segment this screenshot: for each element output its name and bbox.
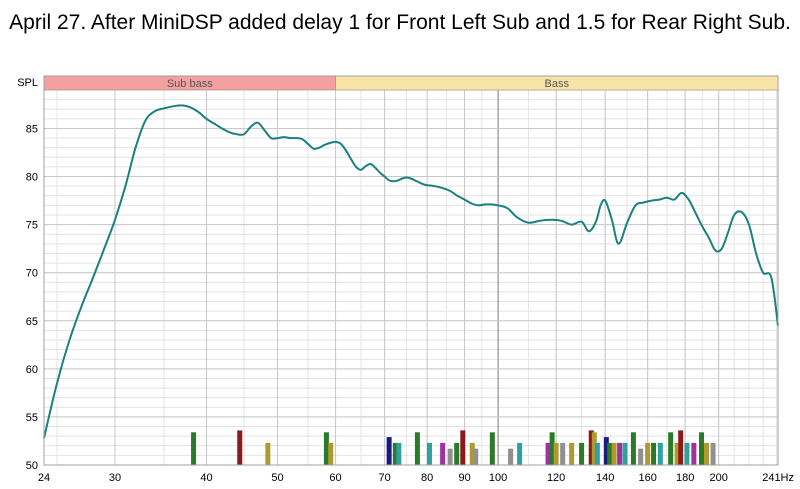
marker-bar	[386, 437, 392, 465]
marker-bars	[191, 430, 716, 465]
marker-bar	[454, 442, 460, 465]
series-line	[43, 104, 779, 439]
marker-bar	[440, 442, 446, 465]
marker-bar	[645, 442, 651, 465]
marker-bar	[591, 432, 597, 465]
y-tick-label: 65	[26, 316, 38, 328]
y-tick-label: 55	[26, 412, 38, 424]
x-tick-label: 50	[271, 472, 283, 484]
x-tick-label: 90	[458, 472, 470, 484]
marker-bar	[560, 442, 566, 465]
marker-bar	[426, 442, 432, 465]
marker-bar	[553, 442, 559, 465]
marker-bar	[323, 432, 329, 465]
y-tick-label: 75	[26, 220, 38, 232]
band-label: Sub bass	[167, 78, 213, 90]
marker-bar	[237, 430, 243, 465]
x-tick-label: 180	[676, 472, 694, 484]
marker-bar	[414, 432, 420, 465]
marker-bar	[691, 442, 697, 465]
frequency-bands: Sub bass Bass	[43, 75, 779, 91]
marker-bar	[704, 442, 710, 465]
marker-bar	[508, 448, 514, 465]
marker-bar	[674, 442, 680, 465]
marker-bar	[469, 442, 475, 465]
x-tick-label: 241Hz	[762, 472, 794, 484]
x-tick-label: 80	[421, 472, 433, 484]
x-tick-label: 140	[596, 472, 614, 484]
marker-bar	[549, 432, 555, 465]
major-grid	[43, 90, 779, 466]
x-tick-label: 40	[200, 472, 212, 484]
x-tick-label: 60	[329, 472, 341, 484]
x-tick-label: 120	[547, 472, 565, 484]
x-tick-label: 30	[109, 472, 121, 484]
marker-bar	[328, 442, 334, 465]
marker-bar	[710, 442, 716, 465]
marker-bar	[638, 448, 644, 465]
marker-bar	[594, 442, 600, 465]
marker-bar	[678, 430, 684, 465]
marker-bar	[447, 448, 453, 465]
x-tick-label: 160	[638, 472, 656, 484]
marker-bar	[699, 432, 705, 465]
marker-bar	[630, 432, 636, 465]
band-label: Bass	[545, 78, 570, 90]
marker-bar	[603, 437, 609, 465]
marker-bar	[611, 442, 617, 465]
marker-bar	[651, 442, 657, 465]
marker-bar	[473, 448, 479, 465]
x-tick-label: 70	[378, 472, 390, 484]
marker-bar	[545, 442, 551, 465]
y-axis-label: SPL	[17, 77, 38, 89]
minor-grid	[44, 89, 778, 466]
marker-bar	[517, 442, 523, 465]
y-tick-label: 50	[26, 460, 38, 472]
marker-bar	[622, 442, 628, 465]
marker-bar	[579, 442, 585, 465]
marker-bar	[684, 442, 690, 465]
x-tick-label: 24	[38, 472, 50, 484]
y-tick-label: 70	[26, 268, 38, 280]
marker-bar	[191, 432, 197, 465]
x-axis-ticks: 24 30 40 50 60 70 80 90 100 120 140 160 180 200 241Hz	[38, 472, 794, 484]
plot-frame	[43, 75, 779, 466]
y-tick-label: 85	[26, 123, 38, 135]
marker-bar	[569, 442, 575, 465]
y-tick-label: 60	[26, 364, 38, 376]
marker-bar	[588, 430, 594, 465]
marker-bar	[392, 442, 398, 465]
marker-bar	[668, 432, 674, 465]
marker-bar	[657, 442, 663, 465]
y-axis-ticks: 50 55 60 65 70 75 80 85	[26, 123, 38, 472]
marker-bar	[265, 442, 271, 465]
marker-bar	[617, 442, 623, 465]
marker-bar	[489, 432, 495, 465]
x-tick-label: 100	[489, 472, 507, 484]
y-tick-label: 80	[26, 172, 38, 184]
chart-title: April 27. After MiniDSP added delay 1 fo…	[9, 11, 791, 34]
marker-bar	[460, 430, 466, 465]
marker-bar	[396, 442, 402, 465]
x-tick-label: 200	[709, 472, 727, 484]
marker-bar	[607, 442, 613, 465]
